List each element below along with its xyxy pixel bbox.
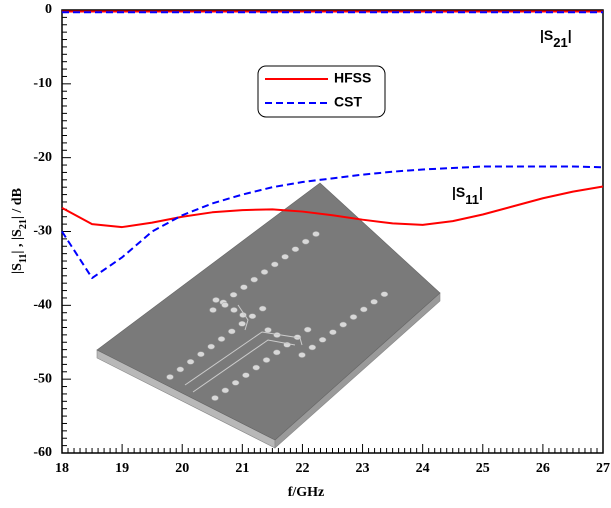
via [210,307,217,312]
annotation-sub: 21 [553,35,567,50]
via [228,329,235,334]
via [249,314,256,319]
x-tick-label: 22 [295,461,309,476]
via [259,306,266,311]
via [371,299,378,304]
via [263,357,270,362]
via [197,352,204,357]
via [309,345,316,350]
via [251,277,258,282]
y-tick-label: 0 [45,2,52,17]
chart: f/GHz |S11| , |S21| / dB |S21| |S11| 181… [0,0,611,503]
via [240,285,247,290]
y-label-part: | / dB [10,188,25,219]
x-tick-label: 21 [235,461,249,476]
x-tick-label: 23 [356,461,370,476]
via [304,327,311,332]
x-tick-label: 18 [55,461,69,476]
y-tick-label: -50 [33,371,52,386]
via [319,337,326,342]
annotation-s21: |S21| [540,27,572,50]
via [292,247,299,252]
via [253,365,260,370]
legend-label: HFSS [334,70,371,86]
via [218,336,225,341]
y-tick-label: -30 [33,224,52,239]
via [239,321,246,326]
via [265,327,272,332]
annotation-part: |S [540,27,553,43]
via [313,231,320,236]
x-tick-label: 24 [416,461,430,476]
legend-label: CST [334,94,362,110]
y-label-sub: 21 [18,219,29,229]
y-tick-label: -20 [33,150,52,165]
via [232,380,239,385]
via [213,297,220,302]
via [350,314,357,319]
via [282,254,289,259]
x-tick-label: 20 [175,461,189,476]
via [271,262,278,267]
via [177,367,184,372]
x-tick-label: 26 [536,461,550,476]
y-label-part: | , |S [10,229,25,254]
via [222,388,229,393]
via [230,292,237,297]
y-label-sub: 11 [18,254,29,263]
x-tick-label: 19 [115,461,129,476]
via [273,350,280,355]
via [261,269,268,274]
via [381,292,388,297]
via [242,373,249,378]
via [231,307,238,312]
via [222,302,229,307]
annotation-part: | [479,184,483,200]
y-tick-label: -40 [33,298,52,313]
via [208,344,215,349]
via [329,330,336,335]
via [212,395,219,400]
annotation-s11: |S11| [452,184,483,207]
via [302,239,309,244]
x-axis-label: f/GHz [288,485,325,500]
y-tick-label: -60 [33,445,52,460]
y-tick-label: -10 [33,76,52,91]
y-label-part: |S [10,263,25,274]
annotation-sub: 11 [465,192,479,207]
y-axis-label: |S11| , |S21| / dB [10,188,29,274]
via [360,307,367,312]
via [299,352,306,357]
x-tick-label: 25 [476,461,490,476]
x-tick-label: 27 [596,461,610,476]
via [340,322,347,327]
annotation-part: |S [452,184,465,200]
annotation-part: | [568,27,572,43]
via [167,374,174,379]
via [187,359,194,364]
